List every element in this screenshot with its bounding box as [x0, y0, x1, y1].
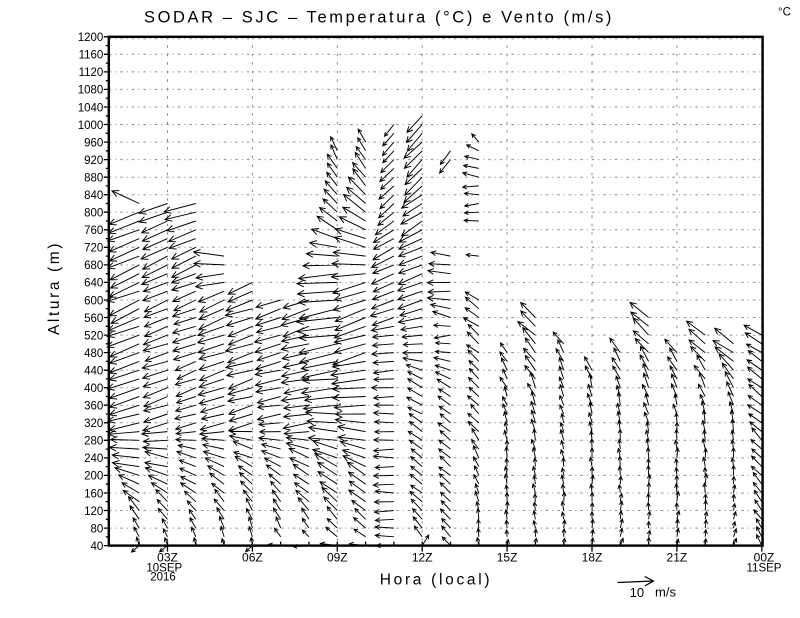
svg-text:720: 720 [84, 243, 103, 255]
svg-text:760: 760 [84, 225, 103, 237]
svg-text:11SEP: 11SEP [747, 563, 782, 575]
svg-text:800: 800 [84, 208, 103, 220]
svg-text:2016: 2016 [150, 572, 176, 584]
svg-text:10: 10 [630, 585, 644, 600]
svg-text:520: 520 [84, 330, 103, 342]
svg-text:10SEP: 10SEP [146, 563, 182, 575]
svg-text:12Z: 12Z [412, 551, 433, 565]
svg-text:03Z: 03Z [157, 551, 178, 565]
svg-text:600: 600 [84, 295, 103, 307]
svg-text:1120: 1120 [79, 67, 104, 79]
svg-text:840: 840 [84, 190, 103, 202]
svg-text:00Z: 00Z [754, 551, 775, 565]
svg-text:1000: 1000 [78, 120, 104, 132]
svg-text:560: 560 [84, 313, 103, 325]
svg-text:1200: 1200 [78, 32, 104, 44]
svg-text:920: 920 [84, 155, 103, 167]
svg-text:Hora (local): Hora (local) [380, 572, 493, 589]
svg-text:400: 400 [84, 383, 103, 395]
svg-text:1160: 1160 [79, 50, 104, 62]
svg-text:360: 360 [84, 401, 103, 413]
svg-text:06Z: 06Z [242, 551, 263, 565]
svg-text:09Z: 09Z [327, 551, 348, 565]
svg-text:440: 440 [84, 366, 103, 378]
svg-text:°C: °C [778, 7, 791, 19]
svg-text:280: 280 [84, 436, 103, 448]
svg-text:320: 320 [84, 418, 103, 430]
svg-text:Altura (m): Altura (m) [46, 241, 63, 335]
svg-text:880: 880 [84, 173, 103, 185]
svg-text:640: 640 [84, 278, 103, 290]
svg-text:21Z: 21Z [667, 551, 688, 565]
svg-text:120: 120 [84, 506, 103, 518]
svg-text:15Z: 15Z [497, 551, 518, 565]
svg-text:80: 80 [91, 523, 104, 535]
svg-text:1080: 1080 [78, 85, 104, 97]
svg-text:680: 680 [84, 260, 103, 272]
svg-text:18Z: 18Z [582, 551, 603, 565]
svg-text:1040: 1040 [78, 102, 104, 114]
svg-text:SODAR – SJC – Temperatura (°C): SODAR – SJC – Temperatura (°C) e Vento (… [144, 8, 614, 26]
svg-text:960: 960 [84, 137, 103, 149]
svg-text:160: 160 [84, 488, 103, 500]
svg-text:40: 40 [91, 541, 104, 553]
svg-text:240: 240 [84, 453, 103, 465]
svg-text:200: 200 [84, 471, 103, 483]
svg-text:480: 480 [84, 348, 103, 360]
svg-text:m/s: m/s [655, 585, 676, 600]
